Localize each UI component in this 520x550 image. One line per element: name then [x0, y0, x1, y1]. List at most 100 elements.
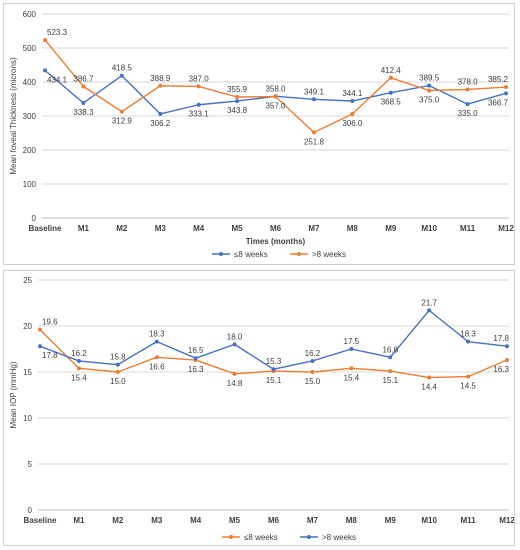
data-point: [158, 111, 163, 116]
data-label: 333.1: [189, 110, 210, 119]
data-label: 306.0: [342, 119, 363, 128]
data-label: 355.9: [227, 85, 248, 94]
data-point: [388, 369, 393, 374]
data-label: 335.0: [458, 109, 479, 118]
x-tick-label: M9: [385, 224, 397, 233]
data-label: 18.0: [227, 332, 243, 341]
data-point: [76, 358, 81, 363]
y-tick-label: 200: [23, 146, 37, 155]
data-point: [349, 347, 354, 351]
data-point: [81, 84, 86, 89]
data-point: [505, 358, 509, 363]
data-label: 14.5: [460, 382, 476, 391]
data-point: [158, 83, 163, 88]
data-point: [505, 344, 509, 349]
x-tick-label: M11: [460, 224, 476, 233]
data-point: [38, 344, 42, 349]
data-label: 16.2: [71, 349, 87, 358]
data-label: 338.3: [73, 108, 94, 117]
data-label: 16.2: [305, 349, 321, 358]
data-point: [504, 85, 508, 90]
data-point: [388, 90, 393, 95]
x-tick-label: M1: [73, 516, 85, 525]
x-tick-label: M10: [421, 224, 437, 233]
y-tick-label: 0: [28, 506, 33, 515]
data-label: 15.1: [266, 376, 282, 385]
data-label: 17.8: [493, 334, 509, 343]
data-point: [154, 339, 159, 344]
data-label: 412.4: [381, 66, 402, 75]
data-label: 16.3: [493, 365, 509, 374]
data-point: [115, 362, 120, 367]
x-tick-label: M6: [270, 224, 282, 233]
data-label: 15.3: [266, 357, 282, 366]
iop-chart-panel: 0 5 10 15 20 25 Baseline M1 M2 M3 M4 M5 M6 M7 M8 M9 M10 M…: [3, 270, 515, 546]
x-tick-label: M7: [307, 516, 319, 525]
data-point: [388, 75, 393, 80]
data-point: [427, 308, 432, 313]
data-label: 368.5: [381, 98, 402, 107]
x-tick-label: Baseline: [24, 516, 57, 525]
data-point: [232, 371, 237, 376]
data-point: [311, 130, 316, 135]
data-label: 16.6: [149, 362, 165, 371]
x-tick-label: M4: [193, 224, 205, 233]
data-label: 18.3: [460, 330, 476, 339]
data-label: 14.4: [421, 383, 437, 392]
data-label: 16.5: [188, 346, 204, 355]
data-point: [232, 342, 237, 347]
foveal-thickness-chart-panel: 0 100 200 300 400 500 600 Baseline M1 M2 M3 M4 M5 M6 M…: [3, 3, 515, 265]
data-point: [154, 355, 159, 360]
legend-swatch-marker: [307, 535, 311, 539]
x-tick-label: M4: [190, 516, 202, 525]
data-label: 15.8: [110, 353, 126, 362]
data-label: 16.3: [188, 365, 204, 374]
data-point: [81, 100, 86, 105]
y-tick-label: 500: [23, 44, 37, 53]
x-tick-label: M5: [229, 516, 241, 525]
data-label: 349.1: [304, 87, 325, 96]
data-label: 18.3: [149, 330, 165, 339]
y-axis-title: Mean IOP (mmHg): [9, 361, 18, 428]
data-label: 344.1: [342, 89, 363, 98]
x-tick-label: M12: [498, 224, 514, 233]
data-label: 388.9: [150, 74, 171, 83]
data-label: 418.5: [112, 64, 133, 73]
data-point: [119, 109, 124, 114]
x-tick-label: M10: [421, 516, 437, 525]
y-tick-label: 15: [23, 368, 32, 377]
x-axis-title: Times (months): [246, 237, 306, 246]
data-point: [235, 99, 240, 104]
data-point: [311, 97, 316, 102]
data-label: 251.8: [304, 137, 325, 146]
data-point: [193, 356, 198, 361]
y-tick-label: 400: [23, 78, 37, 87]
data-label: 434.1: [47, 75, 68, 84]
data-label: 387.0: [189, 74, 210, 83]
data-label: 15.1: [382, 376, 398, 385]
x-tick-label: M12: [499, 516, 514, 525]
x-tick-label: M3: [151, 516, 163, 525]
data-point: [38, 327, 42, 332]
iop-chart: 0 5 10 15 20 25 Baseline M1 M2 M3 M4 M5 M6 M7 M8 M9 M10 M…: [9, 276, 514, 542]
data-label: 16.6: [382, 345, 398, 354]
data-point: [310, 370, 315, 374]
data-point: [273, 94, 278, 99]
data-point: [235, 94, 240, 99]
legend-label: >8 weeks: [312, 250, 346, 259]
data-point: [115, 370, 120, 374]
data-point: [465, 102, 470, 107]
data-point: [196, 84, 201, 89]
foveal-thickness-chart: 0 100 200 300 400 500 600 Baseline M1 M2 M3 M4 M5 M6 M…: [9, 10, 514, 259]
data-label: 389.5: [419, 74, 440, 83]
legend-label: >8 weeks: [322, 533, 356, 542]
x-tick-label: M1: [78, 224, 90, 233]
data-point: [76, 366, 81, 371]
data-point: [504, 91, 508, 96]
data-label: 15.4: [344, 373, 360, 382]
data-label: 375.0: [419, 96, 440, 105]
data-label: 523.3: [47, 28, 68, 37]
x-tick-label: M2: [116, 224, 128, 233]
data-point: [350, 111, 355, 116]
legend-swatch-marker: [219, 252, 223, 256]
